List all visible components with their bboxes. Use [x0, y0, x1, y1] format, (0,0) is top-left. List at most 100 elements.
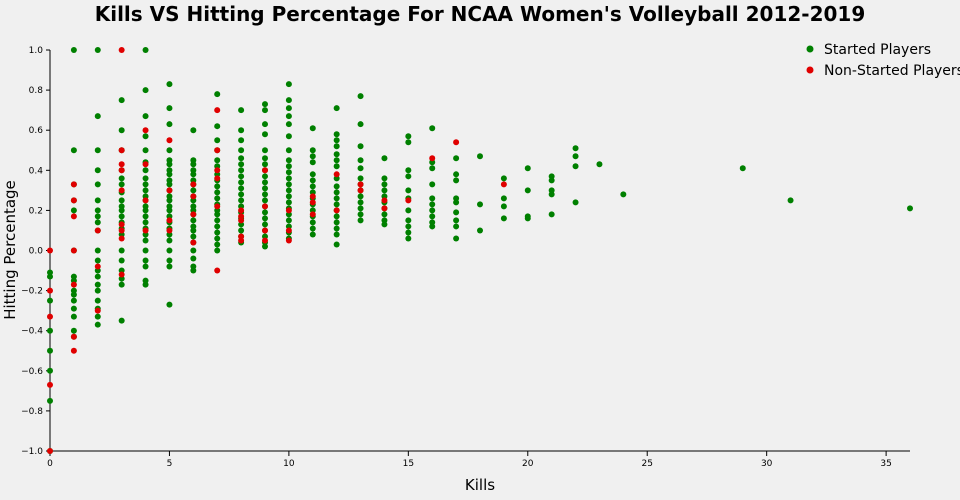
data-point — [453, 155, 460, 162]
data-point — [47, 367, 53, 374]
data-point — [238, 217, 245, 224]
data-point — [381, 155, 388, 162]
data-point — [333, 157, 340, 164]
data-point — [262, 215, 268, 222]
data-point — [166, 263, 173, 270]
data-point — [118, 187, 125, 194]
data-point — [70, 291, 77, 298]
data-point — [787, 197, 794, 204]
x-tick-label: 25 — [641, 459, 652, 469]
data-point — [429, 125, 436, 132]
data-point — [70, 197, 77, 204]
x-tick-label: 15 — [403, 459, 414, 469]
data-point — [166, 171, 173, 178]
data-point — [333, 241, 340, 248]
data-point — [333, 131, 340, 138]
data-point — [238, 173, 245, 180]
data-point — [357, 93, 364, 100]
data-point — [381, 211, 388, 218]
data-point — [70, 147, 77, 154]
data-point — [70, 347, 77, 354]
data-point — [190, 227, 197, 234]
data-point — [262, 185, 268, 192]
data-point — [47, 247, 53, 254]
data-point — [405, 133, 412, 140]
data-point — [238, 107, 245, 114]
data-point — [166, 187, 173, 194]
y-tick-label: 0.8 — [29, 86, 44, 96]
data-point — [357, 175, 364, 182]
data-point — [94, 167, 101, 174]
data-point — [214, 175, 221, 182]
data-point — [118, 127, 125, 134]
data-point — [524, 215, 531, 222]
data-point — [262, 179, 268, 186]
data-point — [238, 179, 245, 186]
series-non-started-players — [47, 47, 507, 454]
series-started-players — [47, 47, 913, 454]
data-point — [166, 137, 173, 144]
data-point — [405, 173, 412, 180]
data-point — [285, 187, 292, 194]
data-point — [142, 257, 149, 264]
data-point — [907, 205, 913, 212]
data-point — [285, 199, 292, 206]
data-point — [309, 171, 316, 178]
data-point — [214, 91, 221, 98]
data-point — [548, 177, 555, 184]
data-point — [309, 231, 316, 238]
data-point — [453, 209, 460, 216]
data-point — [500, 181, 507, 188]
data-point — [285, 133, 292, 140]
data-point — [214, 223, 221, 230]
data-point — [262, 155, 268, 162]
data-point — [262, 167, 268, 174]
data-point — [94, 273, 101, 280]
data-point — [262, 101, 268, 108]
data-point — [285, 147, 292, 154]
data-point — [70, 313, 77, 320]
data-point — [118, 247, 125, 254]
data-point — [357, 181, 364, 188]
data-point — [190, 267, 197, 274]
data-point — [285, 105, 292, 112]
y-tick-label: 0.2 — [29, 206, 43, 216]
data-point — [262, 161, 268, 168]
data-point — [214, 167, 221, 174]
data-point — [285, 113, 292, 120]
data-point — [94, 287, 101, 294]
data-point — [572, 145, 579, 152]
data-point — [453, 235, 460, 242]
y-tick-label: −0.6 — [21, 367, 43, 377]
data-point — [238, 185, 245, 192]
data-point — [429, 207, 436, 214]
data-point — [190, 127, 197, 134]
data-point — [190, 233, 197, 240]
data-point — [285, 181, 292, 188]
data-point — [142, 161, 149, 168]
data-point — [70, 281, 77, 288]
data-point — [142, 281, 149, 288]
data-point — [238, 207, 245, 214]
data-point — [381, 221, 388, 228]
data-point — [94, 197, 101, 204]
data-point — [142, 187, 149, 194]
data-point — [47, 448, 53, 454]
data-point — [214, 189, 221, 196]
data-point — [285, 169, 292, 176]
data-point — [47, 381, 53, 388]
data-point — [94, 281, 101, 288]
data-point — [70, 247, 77, 254]
data-point — [309, 193, 316, 200]
data-point — [70, 47, 77, 53]
y-axis-ticks: −1.0 −0.8 −0.6 −0.4 −0.2 0.0 0.2 0.4 0.6 0.8 1.0 — [21, 46, 50, 457]
data-point — [166, 237, 173, 244]
data-point — [333, 163, 340, 170]
data-point — [333, 195, 340, 202]
data-point — [214, 235, 221, 242]
data-point — [333, 171, 340, 178]
data-point — [214, 203, 221, 210]
data-point — [309, 199, 316, 206]
data-point — [309, 159, 316, 166]
